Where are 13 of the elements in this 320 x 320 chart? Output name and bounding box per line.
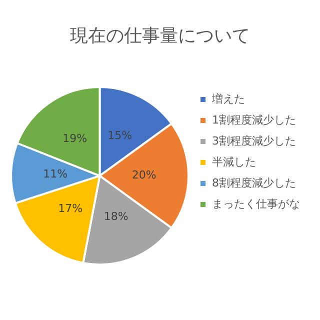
data-label: 15% — [108, 129, 132, 142]
data-label: 18% — [104, 210, 128, 223]
legend-label: 増えた — [211, 92, 245, 106]
data-label: 19% — [62, 132, 88, 145]
legend-label: 1割程度減少した — [212, 113, 296, 126]
legend-label: まったく仕事がな — [212, 197, 300, 210]
data-label: 11% — [43, 167, 68, 180]
legend-label: 3割程度減少した — [212, 134, 296, 148]
chart-title: 現在の仕事量について — [70, 25, 250, 46]
data-label: 17% — [58, 202, 83, 215]
legend-label: 半減した — [212, 155, 256, 168]
legend-label: 8割程度減少した — [212, 176, 296, 190]
data-label: 20% — [132, 168, 156, 182]
